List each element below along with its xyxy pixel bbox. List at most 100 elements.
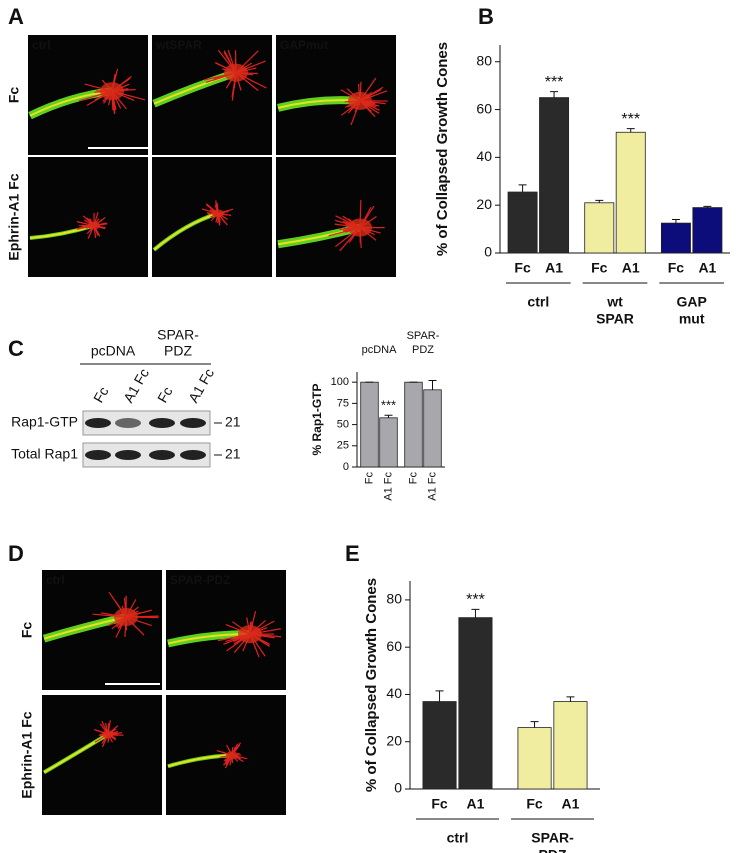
error-bar bbox=[566, 696, 575, 702]
bar bbox=[517, 727, 552, 790]
category-label: A1 Fc bbox=[426, 472, 438, 501]
blot-band bbox=[85, 418, 111, 428]
y-tick-label: 75 bbox=[337, 397, 349, 409]
error-bar bbox=[435, 690, 444, 702]
group-label: ctrl bbox=[447, 830, 469, 846]
y-tick-label: 100 bbox=[331, 376, 349, 388]
bar bbox=[360, 381, 379, 468]
category-label: A1 Fc bbox=[382, 472, 394, 501]
y-axis-label: % of Collapsed Growth Cones bbox=[363, 578, 380, 792]
category-label: A1 bbox=[467, 796, 485, 812]
y-tick-label: 80 bbox=[386, 591, 402, 607]
error-bar bbox=[384, 414, 393, 418]
growth-cone bbox=[348, 218, 372, 237]
bar bbox=[422, 701, 457, 790]
y-tick-label: 0 bbox=[394, 780, 402, 796]
growth-cone bbox=[226, 751, 238, 760]
lane-label: Fc bbox=[90, 384, 112, 405]
row-label: Fc bbox=[6, 87, 22, 104]
error-bar bbox=[671, 219, 680, 224]
bar bbox=[660, 222, 691, 254]
group-label: SPAR bbox=[596, 311, 634, 327]
blot-band bbox=[180, 418, 206, 428]
error-bar bbox=[595, 199, 604, 203]
y-tick-label: 20 bbox=[386, 732, 402, 748]
y-tick-label: 0 bbox=[484, 244, 492, 260]
growth-cone bbox=[100, 82, 124, 101]
category-label: Fc bbox=[591, 260, 608, 276]
y-tick-label: 50 bbox=[337, 418, 349, 430]
panel-label: A bbox=[8, 4, 24, 29]
error-bar bbox=[530, 721, 539, 728]
micrograph bbox=[276, 157, 396, 277]
bar bbox=[615, 131, 646, 254]
column-label: ctrl bbox=[46, 573, 65, 587]
panel-label: D bbox=[8, 541, 24, 566]
growth-cone bbox=[212, 209, 224, 218]
row-label: Ephrin-A1 Fc bbox=[6, 173, 22, 260]
blot-group-label: pcDNA bbox=[91, 343, 136, 359]
group-label: wt bbox=[606, 294, 623, 310]
category-label: Fc bbox=[668, 260, 685, 276]
category-label: Fc bbox=[407, 472, 419, 485]
bar bbox=[404, 381, 423, 468]
row-label: Fc bbox=[19, 622, 35, 639]
category-label: Fc bbox=[526, 796, 543, 812]
y-tick-label: 25 bbox=[337, 440, 349, 452]
error-bar bbox=[703, 205, 712, 208]
micrograph bbox=[276, 35, 396, 155]
growth-cone bbox=[238, 625, 262, 644]
error-bar bbox=[626, 128, 635, 133]
significance: *** bbox=[466, 592, 485, 609]
y-tick-label: 0 bbox=[343, 461, 349, 473]
error-bar bbox=[550, 91, 559, 98]
panel-label: B bbox=[478, 4, 494, 29]
bar bbox=[553, 701, 588, 790]
size-marker: 21 bbox=[225, 446, 241, 462]
group-label: GAP bbox=[676, 294, 706, 310]
y-tick-label: 40 bbox=[386, 685, 402, 701]
category-label: A1 bbox=[622, 260, 640, 276]
lane-label: A1 Fc bbox=[185, 366, 217, 406]
bar bbox=[458, 617, 493, 790]
group-label: mut bbox=[679, 311, 705, 327]
blot-band bbox=[115, 418, 141, 428]
y-tick-label: 20 bbox=[476, 196, 492, 212]
category-label: A1 bbox=[545, 260, 563, 276]
blot-band bbox=[85, 450, 111, 460]
lane-label: Fc bbox=[154, 384, 176, 405]
row-label: Ephrin-A1 Fc bbox=[19, 711, 35, 798]
panel-label: C bbox=[8, 336, 24, 361]
significance: *** bbox=[621, 111, 640, 128]
growth-cone bbox=[88, 221, 100, 230]
blot-row-label: Total Rap1 bbox=[11, 446, 78, 462]
blot-band bbox=[149, 450, 175, 460]
category-label: A1 bbox=[698, 260, 716, 276]
group-label: SPAR- bbox=[531, 830, 574, 846]
bar bbox=[584, 202, 615, 254]
blot-group-label: PDZ bbox=[164, 343, 192, 359]
micrograph bbox=[28, 157, 148, 277]
blot-group-label: SPAR- bbox=[157, 327, 199, 343]
category-label: Fc bbox=[514, 260, 531, 276]
axon-overlap bbox=[153, 212, 219, 251]
micrograph bbox=[166, 570, 286, 690]
group-label: pcDNA bbox=[362, 344, 398, 356]
bar bbox=[539, 97, 570, 254]
bar bbox=[379, 417, 398, 468]
category-label: Fc bbox=[431, 796, 448, 812]
blot-row-label: Rap1-GTP bbox=[11, 414, 78, 430]
error-bar bbox=[428, 379, 437, 390]
growth-cone bbox=[348, 91, 372, 110]
growth-cone bbox=[102, 730, 114, 739]
significance: *** bbox=[545, 74, 564, 91]
bar bbox=[692, 207, 723, 254]
lane-label: A1 Fc bbox=[120, 366, 152, 406]
blot-band bbox=[115, 450, 141, 460]
significance: *** bbox=[381, 398, 396, 413]
column-label: SPAR-PDZ bbox=[170, 573, 230, 587]
y-tick-label: 60 bbox=[386, 638, 402, 654]
y-axis-label: % Rap1-GTP bbox=[310, 383, 324, 455]
y-tick-label: 40 bbox=[476, 148, 492, 164]
